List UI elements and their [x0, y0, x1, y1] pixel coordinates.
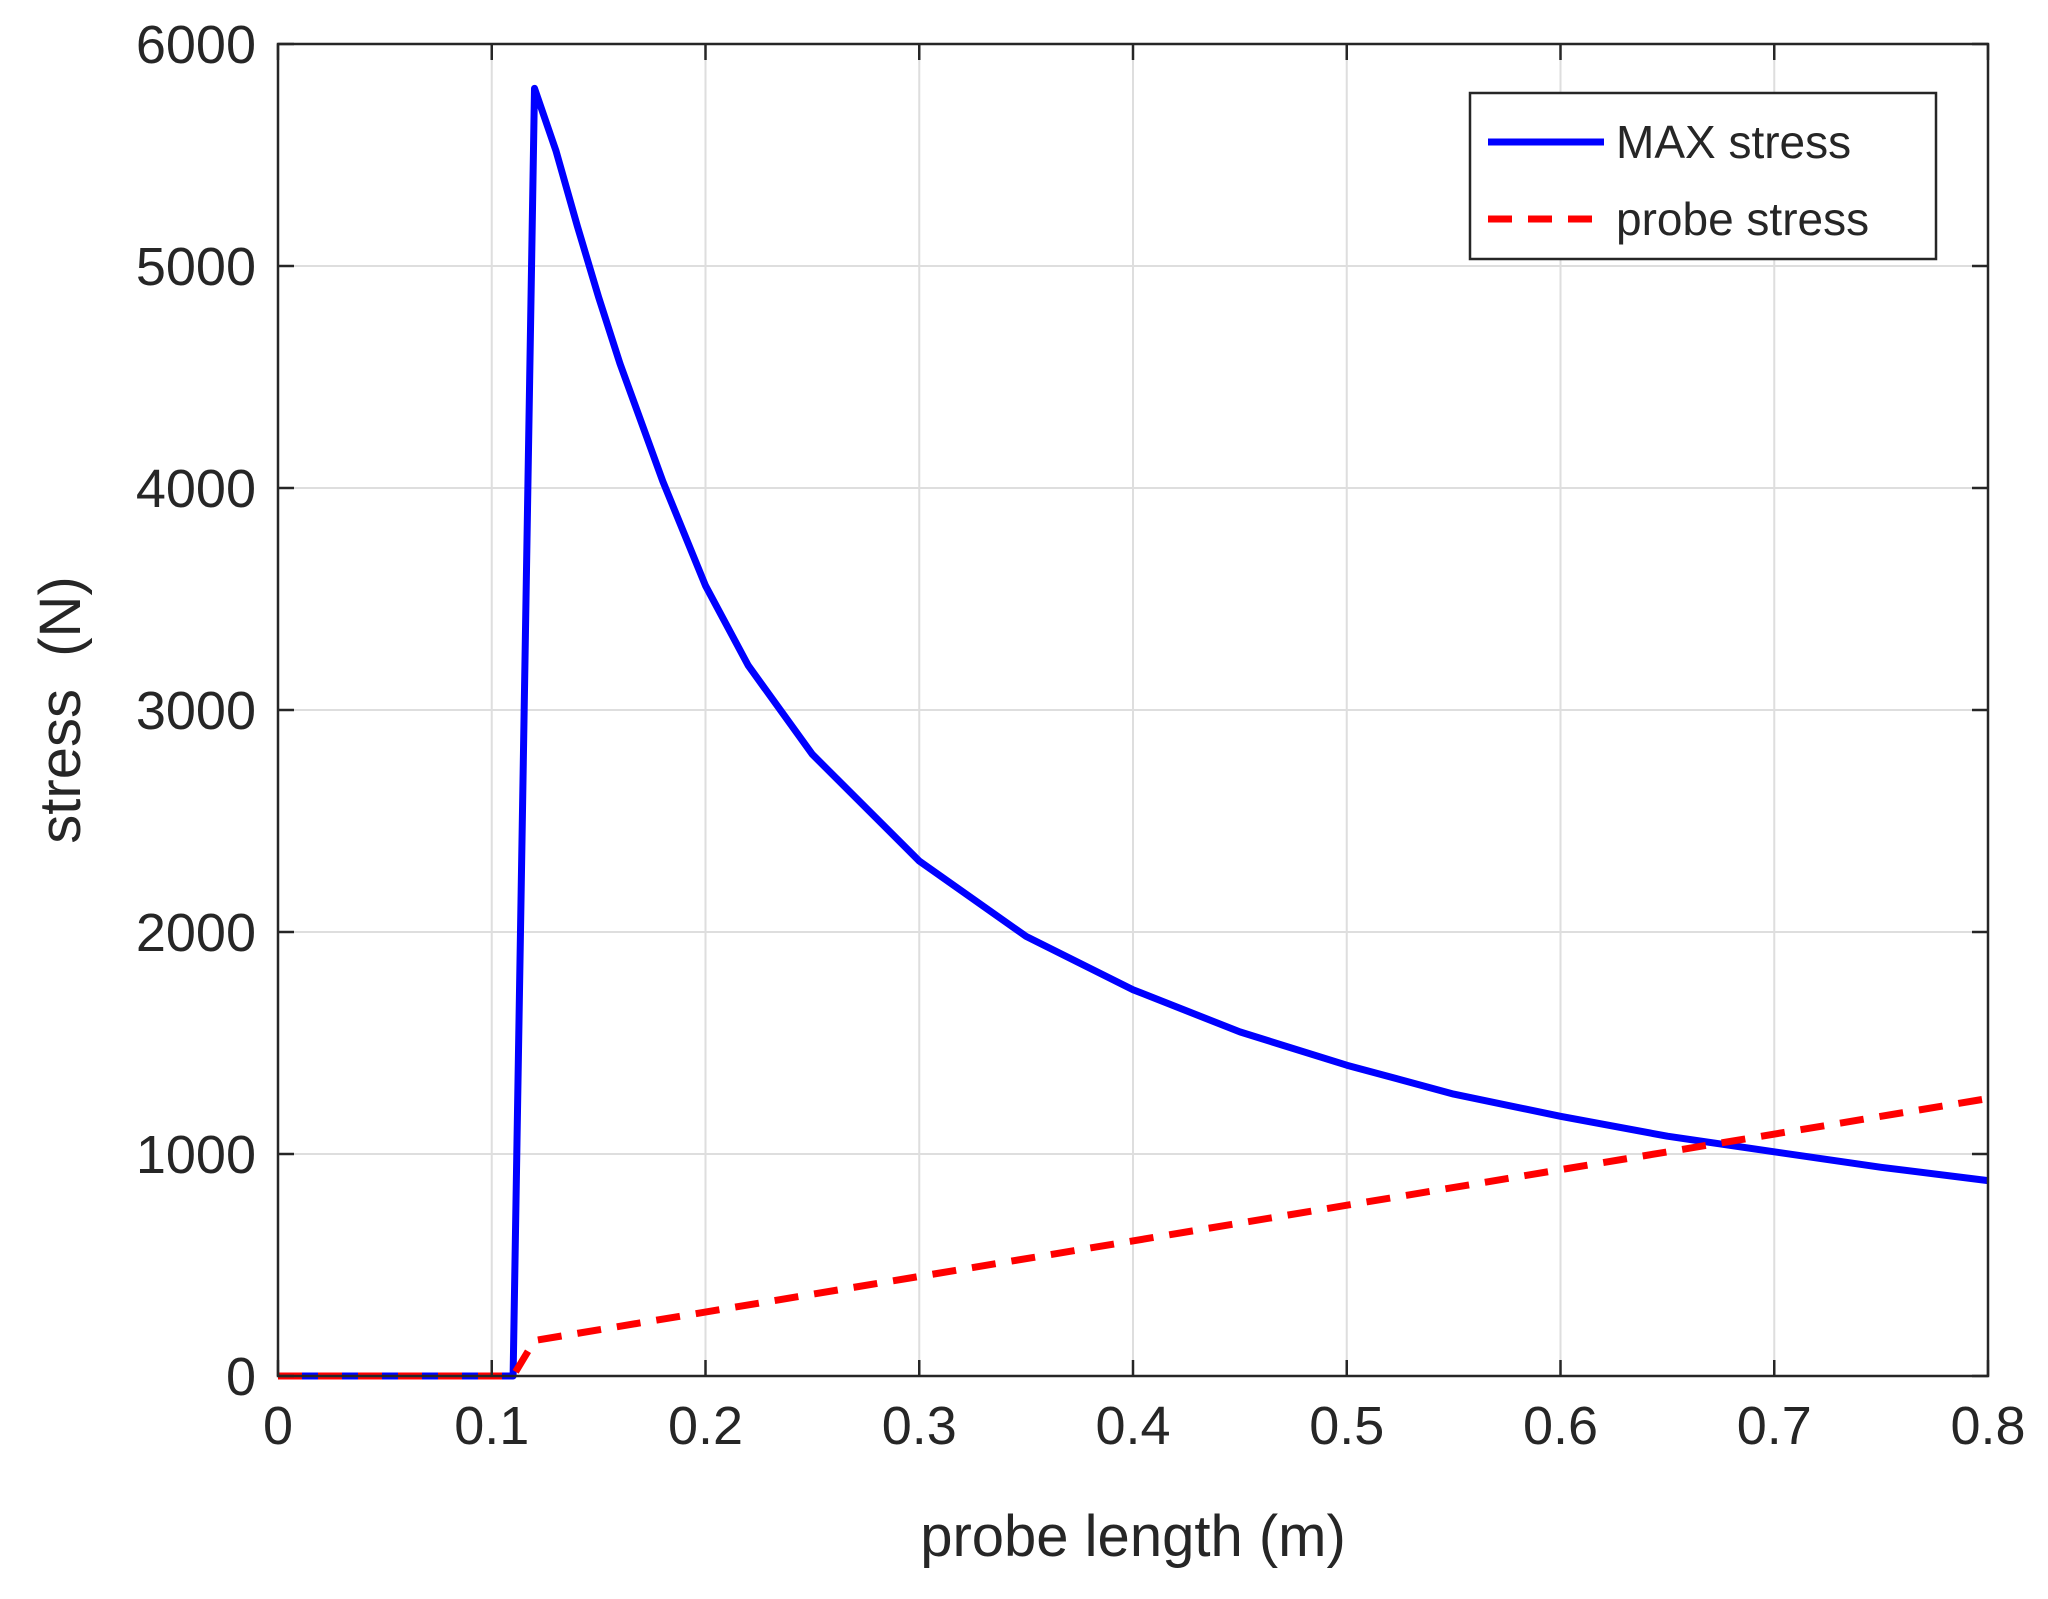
y-tick-label: 2000 — [136, 903, 256, 963]
x-tick-label: 0.8 — [1950, 1396, 2025, 1456]
x-tick-label: 0.2 — [668, 1396, 743, 1456]
x-tick-label: 0.3 — [882, 1396, 957, 1456]
x-tick-label: 0.7 — [1737, 1396, 1812, 1456]
y-tick-label: 6000 — [136, 15, 256, 75]
series-group — [278, 84, 1989, 1380]
y-tick-label: 0 — [226, 1347, 256, 1407]
series-line-max-stress — [278, 84, 1989, 1380]
legend-box — [1468, 91, 1938, 261]
y-axis-title: stress (N) — [28, 576, 93, 843]
x-tick-label: 0.6 — [1523, 1396, 1598, 1456]
legend-label-probe-stress: probe stress — [1616, 193, 1869, 245]
x-tick-label: 0.1 — [454, 1396, 529, 1456]
y-tick-label: 4000 — [136, 459, 256, 519]
x-tick-label: 0.4 — [1095, 1396, 1170, 1456]
y-tick-label: 1000 — [136, 1125, 256, 1185]
ticks: 0 0.1 0.2 0.3 0.4 0.5 0.6 0.7 0.8 0 1000 2000 3000 40… — [136, 15, 2026, 1456]
y-tick-label: 3000 — [136, 681, 256, 741]
legend: MAX stress probe stress — [1468, 91, 1938, 261]
x-tick-label: 0.5 — [1309, 1396, 1384, 1456]
x-axis-title: probe length (m) — [920, 1504, 1346, 1569]
series-line-probe-stress — [278, 1095, 1989, 1380]
y-tick-label: 5000 — [136, 237, 256, 297]
legend-label-max-stress: MAX stress — [1616, 116, 1851, 168]
x-tick-label: 0 — [263, 1396, 293, 1456]
